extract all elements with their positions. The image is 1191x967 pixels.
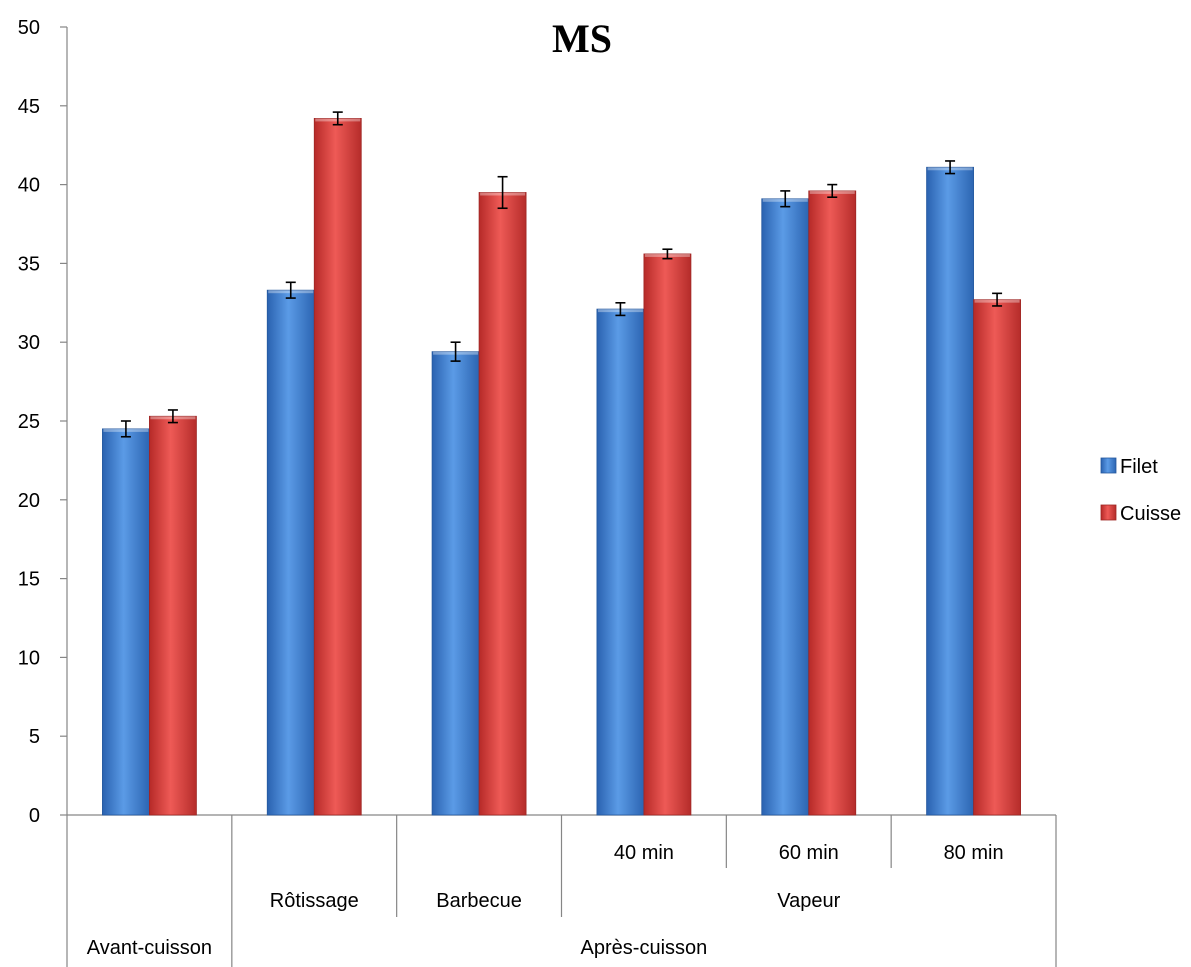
bar-filet-1 [266,289,315,816]
legend: Filet Cuisse [1100,456,1181,525]
legend-item-filet: Filet [1100,456,1158,478]
error-bar-filet-1 [285,281,296,299]
y-tick-label: 50 [18,17,40,39]
bar-filet-4 [761,198,810,816]
bar-cuisse-3 [643,253,692,816]
legend-label: Filet [1120,456,1158,478]
group-label-3: Vapeur [777,890,840,912]
error-bar-cuisse-2 [497,175,508,210]
error-bar-filet-3 [615,301,626,317]
axis-layer: 0 5 10 15 20 25 30 35 40 45 50 [18,17,1056,827]
error-bar-cuisse-5 [992,292,1003,307]
error-bar-filet-4 [780,190,791,208]
y-tick-label: 40 [18,175,40,197]
error-bar-filet-2 [450,341,461,362]
bar-cuisse-0 [149,415,197,816]
error-bars-layer [120,111,1003,438]
bar-filet-3 [596,308,645,816]
error-bar-filet-5 [945,160,956,175]
y-tick-label: 5 [29,726,40,748]
y-tick-label: 45 [18,96,40,118]
category-label-4: 60 min [779,842,839,864]
bar-filet-0 [102,428,150,816]
legend-swatch [1100,457,1117,474]
x-axis-labels: 40 min 60 min 80 min Rôtissage Barbecue Vapeu… [66,815,1057,967]
y-tick-label: 10 [18,647,40,669]
y-tick-label: 25 [18,411,40,433]
category-label-5: 80 min [944,842,1004,864]
y-tick-label: 20 [18,490,40,512]
group-label-1: Rôtissage [270,890,359,912]
super-group-label-1: Après-cuisson [581,937,708,959]
y-tick-label: 0 [29,805,40,827]
bars-layer [102,118,1021,816]
category-label-3: 40 min [614,842,674,864]
y-tick-label: 30 [18,332,40,354]
legend-item-cuisse: Cuisse [1100,503,1181,525]
group-label-2: Barbecue [436,890,522,912]
error-bar-cuisse-4 [827,183,838,199]
error-bar-cuisse-1 [332,111,343,126]
y-tick-label: 35 [18,253,40,275]
legend-swatch [1100,504,1117,521]
super-group-label-0: Avant-cuisson [87,937,212,959]
error-bar-cuisse-0 [167,409,178,424]
bar-cuisse-2 [478,192,527,816]
error-bar-filet-0 [120,420,131,438]
bar-cuisse-1 [313,118,362,816]
y-tick-label: 15 [18,569,40,591]
bar-cuisse-5 [973,299,1021,816]
chart-title: MS [552,16,612,61]
bar-filet-5 [926,166,974,816]
bar-cuisse-4 [808,190,857,816]
error-bar-cuisse-3 [662,248,673,260]
legend-label: Cuisse [1120,503,1181,525]
bar-filet-2 [431,351,480,816]
